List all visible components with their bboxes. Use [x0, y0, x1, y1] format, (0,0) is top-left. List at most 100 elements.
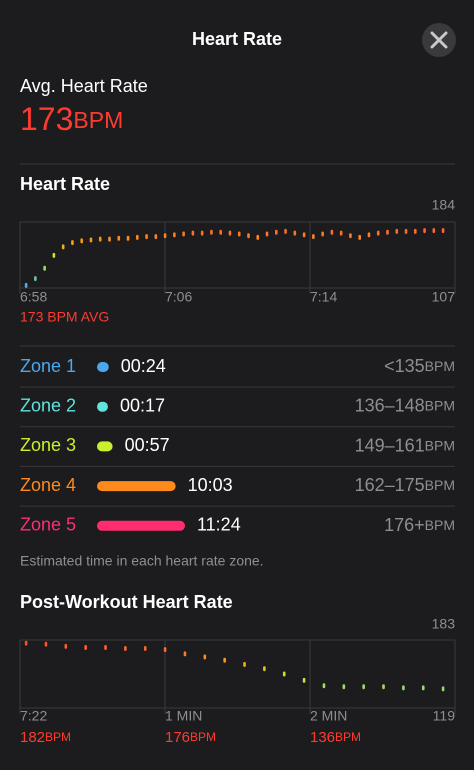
data-dot: [104, 644, 107, 650]
data-dot: [275, 229, 278, 235]
data-dot: [219, 229, 222, 235]
zone-range: <135BPM: [384, 356, 455, 376]
data-dot: [223, 657, 226, 663]
data-dot: [108, 236, 111, 242]
data-dot: [89, 237, 93, 243]
zone-range: 176+BPM: [384, 515, 455, 535]
data-dot: [52, 252, 56, 258]
data-dot: [321, 231, 324, 237]
data-dot: [64, 643, 68, 649]
zone-name: Zone 1: [20, 356, 76, 376]
close-button[interactable]: [422, 23, 456, 57]
range: 176+: [384, 515, 425, 535]
data-dot: [173, 232, 176, 238]
data-dot: [421, 685, 425, 691]
data-dot: [243, 661, 246, 667]
data-dot: [441, 228, 445, 234]
data-dot: [43, 265, 46, 271]
data-dot: [154, 234, 158, 240]
unit: BPM: [425, 397, 455, 413]
zone-duration: 00:24: [121, 356, 166, 376]
unit: BPM: [335, 730, 361, 744]
value: 182: [20, 729, 45, 746]
zone-name: Zone 2: [20, 395, 76, 415]
zone-duration: 00:57: [125, 435, 170, 455]
data-dot: [203, 654, 207, 660]
data-dot: [282, 671, 286, 677]
summary: 176BPM: [165, 729, 216, 746]
range: 149–161: [355, 435, 425, 455]
average-value: 173BPM: [20, 101, 123, 137]
data-dot: [136, 234, 139, 240]
value: 176: [165, 729, 190, 746]
data-dot: [237, 231, 241, 237]
data-dot: [71, 240, 74, 246]
data-dot: [228, 230, 232, 236]
range: 136–148: [355, 395, 425, 415]
x-tick-label: 1 MIN: [165, 708, 202, 724]
value: 173: [20, 101, 73, 137]
data-dot: [423, 228, 426, 234]
range: 162–175: [355, 475, 425, 495]
data-dot: [183, 651, 187, 657]
data-dot: [163, 233, 167, 239]
unit: BPM: [425, 477, 455, 493]
zones-note: Estimated time in each heart rate zone.: [20, 553, 264, 569]
data-dot: [247, 233, 250, 239]
zone-name: Zone 3: [20, 435, 76, 455]
zone-range: 162–175BPM: [355, 475, 455, 495]
zone-bar: [97, 481, 176, 492]
zone-bar: [97, 441, 113, 452]
data-dot: [414, 228, 417, 234]
unit: BPM: [73, 107, 123, 133]
x-tick-label: 6:58: [20, 289, 47, 305]
data-dot: [284, 228, 287, 234]
zone-duration: 00:17: [120, 395, 165, 415]
data-dot: [376, 230, 380, 236]
unit: BPM: [425, 437, 455, 453]
zone-duration: 10:03: [188, 475, 233, 495]
x-tick-label: 7:14: [310, 289, 337, 305]
data-dot: [362, 684, 365, 690]
data-dot: [34, 276, 37, 282]
data-dot: [44, 641, 48, 647]
data-dot: [432, 228, 436, 234]
data-dot: [358, 234, 361, 240]
value: 136: [310, 729, 335, 746]
data-dot: [349, 233, 352, 239]
average-label: Avg. Heart Rate: [20, 76, 148, 96]
data-dot: [200, 230, 204, 236]
y-tick-label: 183: [432, 616, 456, 632]
data-dot: [395, 228, 399, 234]
x-tick-label: 2 MIN: [310, 708, 347, 724]
data-dot: [117, 235, 121, 241]
data-dot: [84, 644, 87, 650]
data-dot: [342, 684, 346, 690]
data-dot: [182, 231, 185, 237]
zone-bar: [97, 362, 109, 372]
data-dot: [24, 640, 28, 646]
data-dot: [24, 282, 28, 288]
y-tick-label: 184: [432, 197, 456, 213]
data-dot: [386, 229, 389, 235]
data-dot: [191, 230, 195, 236]
chart-title: Heart Rate: [20, 174, 110, 194]
x-tick-label: 7:06: [165, 289, 192, 305]
data-dot: [210, 229, 213, 235]
zone-name: Zone 4: [20, 475, 76, 495]
data-dot: [402, 685, 405, 691]
data-dot: [322, 683, 326, 689]
data-dot: [265, 231, 269, 237]
data-dot: [61, 244, 65, 250]
zone-name: Zone 5: [20, 515, 76, 535]
data-dot: [367, 232, 371, 238]
data-dot: [256, 234, 260, 240]
data-dot: [312, 234, 315, 240]
data-dot: [126, 235, 130, 241]
x-tick-label: 7:22: [20, 708, 47, 724]
data-dot: [302, 232, 306, 238]
data-dot: [263, 666, 266, 672]
header-title: Heart Rate: [192, 29, 282, 49]
